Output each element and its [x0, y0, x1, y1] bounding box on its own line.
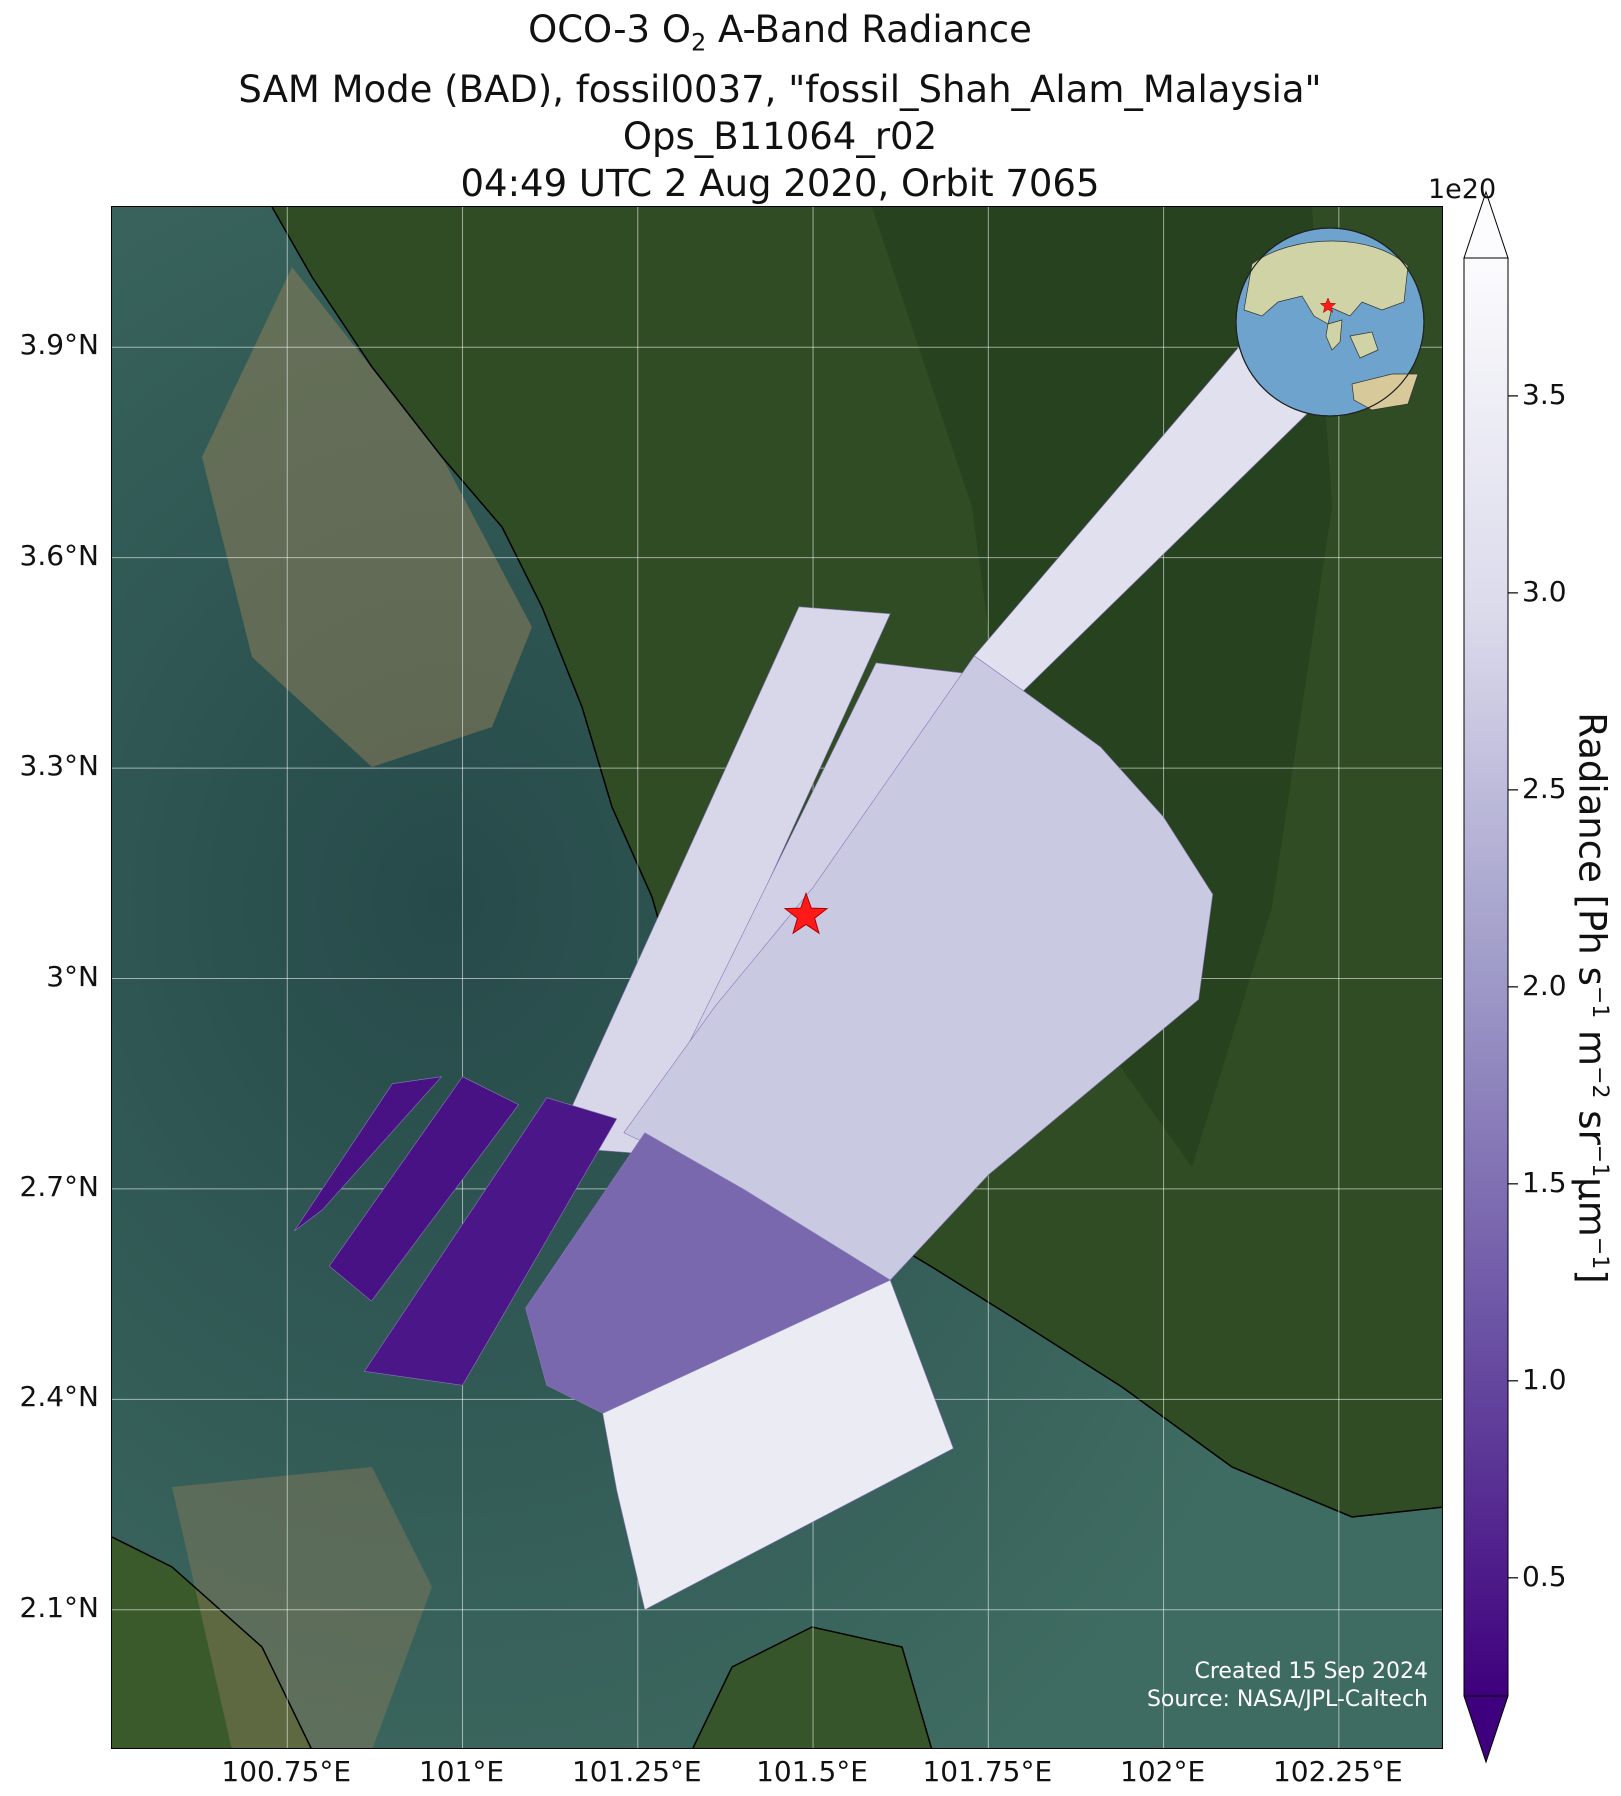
- title-line-4: 04:49 UTC 2 Aug 2020, Orbit 7065: [460, 162, 1100, 206]
- target-marker-layer: [783, 891, 829, 935]
- credit-created: Created 15 Sep 2024: [1194, 1659, 1429, 1684]
- lon-tick-label: 101.25°E: [571, 1755, 702, 1788]
- radiance-swath-4[interactable]: [623, 655, 1214, 1281]
- colorbar-title: Radiance [Ph s−1 m−2 sr−1µm−1]: [1570, 712, 1614, 1284]
- radiance-swath-6[interactable]: [602, 1279, 954, 1611]
- inset-globe: [1235, 227, 1425, 417]
- lat-tick-label: 2.7°N: [19, 1169, 99, 1203]
- radiance-swath-7[interactable]: [363, 1097, 618, 1386]
- lat-tick-label: 3.9°N: [19, 328, 99, 362]
- lat-tick-label: 2.1°N: [19, 1590, 99, 1624]
- lon-tick-label: 101.5°E: [756, 1755, 868, 1788]
- globe-outline: [1235, 227, 1425, 417]
- colorbar-tick-label: 0.5: [1522, 1559, 1567, 1593]
- colorbar-gradient: [1463, 257, 1509, 1697]
- globe-borneo-land: [1349, 331, 1379, 359]
- map-canvas[interactable]: [112, 207, 1443, 1749]
- lon-tick-label: 102.25°E: [1272, 1755, 1403, 1788]
- colorbar-tick-label: 2.5: [1522, 771, 1567, 805]
- colorbar-tick-label: 1.0: [1522, 1362, 1567, 1396]
- radiance-swath-8[interactable]: [328, 1076, 520, 1302]
- lon-tick-label: 100.75°E: [221, 1755, 352, 1788]
- map-panel[interactable]: Created 15 Sep 2024 Source: NASA/JPL-Cal…: [111, 206, 1443, 1749]
- target-star-icon: [783, 891, 829, 935]
- title-line-2: SAM Mode (BAD), fossil0037, "fossil_Shah…: [238, 68, 1322, 112]
- lon-tick-label: 101°E: [418, 1755, 505, 1788]
- chart-title: OCO-3 O2 A-Band Radiance SAM Mode (BAD),…: [0, 6, 1560, 207]
- radiance-swath-9[interactable]: [294, 1076, 443, 1232]
- lat-tick-label: 3.3°N: [19, 749, 99, 783]
- colorbar-tick-label: 1.5: [1522, 1165, 1567, 1199]
- credit-source: Source: NASA/JPL-Caltech: [1146, 1687, 1428, 1712]
- globe-indochina-land: [1325, 319, 1343, 351]
- colorbar: [1463, 190, 1518, 1764]
- land-sumatra: [112, 1537, 312, 1748]
- colorbar-tick-label: 3.0: [1522, 574, 1567, 608]
- coastline-rupat: [692, 1626, 933, 1748]
- colorbar-ticks: [1508, 395, 1518, 1579]
- colorbar-tick-label: 2.0: [1522, 968, 1567, 1002]
- lon-tick-label: 102°E: [1120, 1755, 1206, 1788]
- title-line-1: OCO-3 O2 A-Band Radiance: [528, 8, 1032, 57]
- lat-tick-label: 3.6°N: [19, 538, 99, 572]
- globe-target-star-icon: [1319, 297, 1337, 314]
- sediment-plume-south: [172, 1467, 432, 1748]
- lat-tick-label: 3°N: [46, 959, 99, 993]
- sediment-plume: [202, 267, 532, 767]
- lat-tick-label: 2.4°N: [19, 1380, 99, 1414]
- colorbar-extend-min: [1463, 1695, 1509, 1764]
- lon-tick-label: 101.75°E: [922, 1755, 1053, 1788]
- colorbar-tick-label: 3.5: [1522, 377, 1567, 411]
- radiance-swaths[interactable]: [294, 311, 1326, 1611]
- title-line-3: Ops_B11064_r02: [622, 115, 938, 159]
- colorbar-multiplier: 1e20: [1428, 174, 1497, 205]
